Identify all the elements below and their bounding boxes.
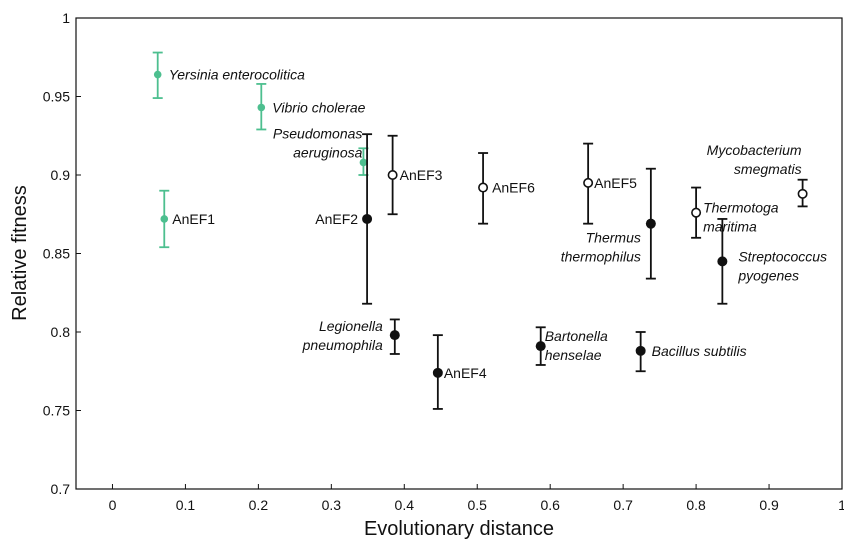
data-point: Thermotoga maritima bbox=[691, 186, 779, 239]
x-tick-label: 0.1 bbox=[176, 497, 196, 513]
x-tick-label: 0.7 bbox=[613, 497, 633, 513]
x-tick-label: 0 bbox=[109, 497, 117, 513]
point-label: Bartonella henselae bbox=[545, 328, 608, 363]
point-label: Vibrio cholerae bbox=[272, 99, 365, 115]
point-label: AnEF5 bbox=[594, 175, 637, 191]
point-label: AnEF1 bbox=[172, 211, 215, 227]
point-label: AnEF6 bbox=[492, 180, 535, 196]
open-marker bbox=[478, 182, 489, 193]
filled-marker bbox=[645, 218, 656, 229]
data-point: Pseudomonas aeruginosa bbox=[273, 125, 369, 176]
data-point: AnEF5 bbox=[583, 142, 637, 225]
filled-marker bbox=[535, 341, 546, 352]
y-tick-label: 1 bbox=[62, 10, 70, 26]
data-point: Mycobacterium smegmatis bbox=[707, 142, 808, 208]
point-label: Pseudomonas aeruginosa bbox=[273, 125, 363, 160]
filled-marker bbox=[160, 215, 169, 223]
point-label: AnEF4 bbox=[444, 365, 487, 381]
filled-marker bbox=[153, 70, 162, 79]
filled-marker bbox=[362, 213, 373, 224]
point-label: Mycobacterium smegmatis bbox=[707, 142, 802, 177]
x-tick-label: 0.3 bbox=[322, 497, 342, 513]
y-tick-label: 0.8 bbox=[51, 324, 71, 340]
open-marker bbox=[797, 188, 808, 199]
filled-marker bbox=[432, 367, 443, 378]
data-points: Yersinia enterocolitica AnEF1 Vibrio chole… bbox=[152, 51, 827, 410]
axis-ticks: 0 0.1 0.2 0.3 0.4 0.5 0.6 0.7 0.8 0.9 1 0.7 0.75 0.8 0… bbox=[43, 10, 844, 513]
data-point: AnEF2 bbox=[315, 133, 373, 305]
data-point: AnEF3 bbox=[387, 134, 443, 216]
x-tick-label: 0.9 bbox=[759, 497, 779, 513]
data-point: Bartonella henselae bbox=[535, 326, 608, 366]
filled-marker bbox=[635, 345, 646, 356]
filled-marker bbox=[257, 103, 266, 112]
filled-marker bbox=[717, 256, 728, 267]
y-tick-label: 0.75 bbox=[43, 403, 70, 419]
y-axis-label: Relative fitness bbox=[9, 185, 31, 321]
data-point: Vibrio cholerae bbox=[256, 83, 366, 131]
point-label: Thermotoga maritima bbox=[703, 200, 779, 235]
data-point: Bacillus subtilis bbox=[635, 331, 747, 373]
point-label: AnEF2 bbox=[315, 211, 358, 227]
x-axis-label: Evolutionary distance bbox=[364, 518, 554, 540]
filled-marker bbox=[389, 330, 400, 341]
data-point: AnEF6 bbox=[478, 152, 535, 225]
point-label: Streptococcus pyogenes bbox=[737, 248, 827, 283]
x-tick-label: 0.2 bbox=[249, 497, 269, 513]
x-tick-label: 0.6 bbox=[540, 497, 560, 513]
data-point: Legionella pneumophila bbox=[302, 318, 400, 355]
point-label: Yersinia enterocolitica bbox=[169, 67, 305, 83]
open-marker bbox=[583, 177, 594, 188]
x-tick-label: 0.8 bbox=[686, 497, 706, 513]
filled-marker bbox=[359, 158, 368, 167]
data-point: Streptococcus pyogenes bbox=[717, 218, 827, 305]
x-tick-label: 1 bbox=[838, 497, 844, 513]
point-label: Thermus thermophilus bbox=[561, 230, 641, 265]
x-tick-label: 0.5 bbox=[468, 497, 488, 513]
data-point: AnEF4 bbox=[432, 334, 487, 410]
y-tick-label: 0.95 bbox=[43, 89, 70, 105]
data-point: Yersinia enterocolitica bbox=[152, 51, 305, 99]
y-tick-label: 0.9 bbox=[51, 167, 71, 183]
y-tick-label: 0.85 bbox=[43, 246, 70, 262]
data-point: Thermus thermophilus bbox=[561, 167, 656, 280]
x-tick-label: 0.4 bbox=[395, 497, 415, 513]
plot-frame bbox=[75, 17, 843, 490]
point-label: Legionella pneumophila bbox=[302, 318, 383, 353]
open-marker bbox=[691, 207, 702, 218]
open-marker bbox=[387, 170, 398, 181]
data-point: AnEF1 bbox=[159, 189, 215, 249]
y-tick-label: 0.7 bbox=[51, 481, 71, 497]
point-label: AnEF3 bbox=[400, 167, 443, 183]
point-label: Bacillus subtilis bbox=[652, 343, 747, 359]
